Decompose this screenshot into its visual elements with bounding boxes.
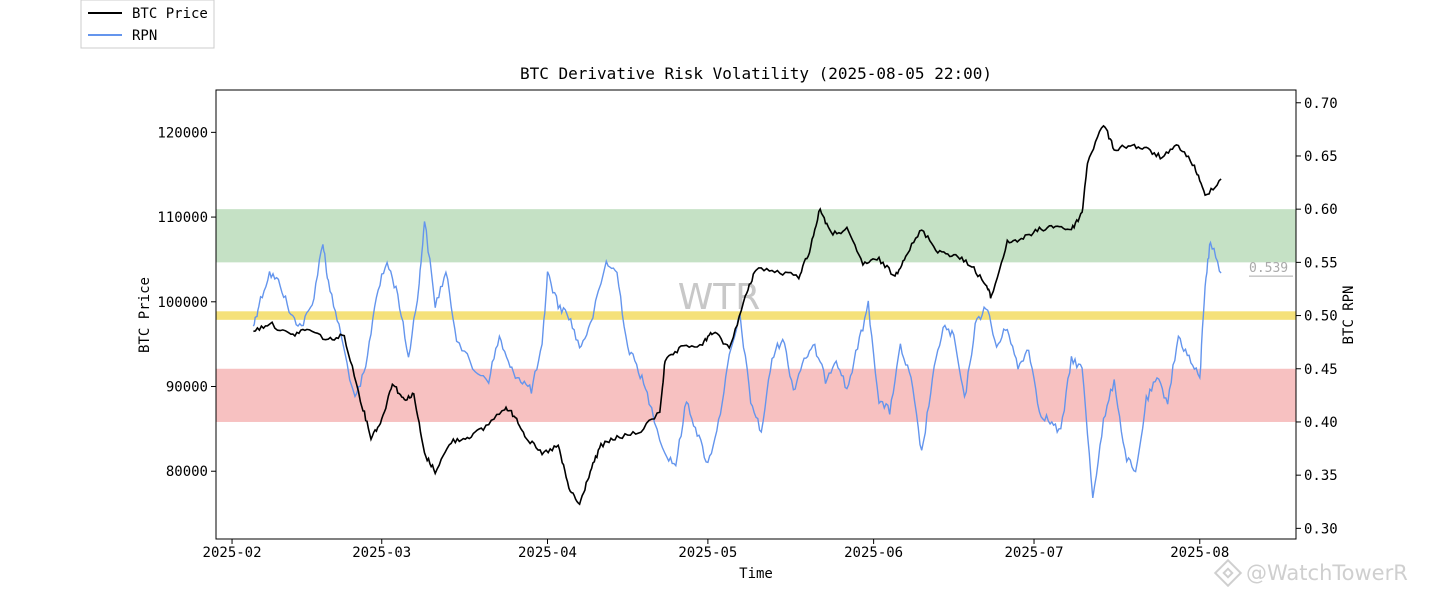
watermark-text: WTR [678,277,761,318]
y-right-tick-label: 0.55 [1304,255,1338,271]
y-left-axis-label: BTC Price [137,277,153,353]
x-tick-label: 2025-03 [352,545,411,561]
x-axis-label: Time [739,566,773,582]
legend-box [80,0,215,49]
y-right-axis-label: BTC RPN [1341,285,1357,344]
y-left-tick-label: 120000 [157,125,208,141]
band-1 [216,311,1296,320]
y-right-tick-label: 0.35 [1304,468,1338,484]
x-tick-label: 2025-06 [844,545,903,561]
y-left-tick-label: 100000 [157,295,208,311]
y-right-axis-ticks: 0.30 0.35 0.40 0.45 0.50 0.55 0.60 0.65 0.70 [1296,96,1338,537]
series-line-btc-price [253,124,1222,506]
x-tick-label: 2025-02 [203,545,262,561]
y-right-tick-label: 0.50 [1304,309,1338,325]
y-right-tick-label: 0.60 [1304,202,1338,218]
series-layer [252,124,1222,506]
y-right-tick-label: 0.45 [1304,362,1338,378]
x-tick-label: 2025-07 [1005,545,1064,561]
y-left-tick-label: 90000 [166,380,208,396]
last-value-label: 0.539 [1249,261,1288,276]
legend-label-rpn: RPN [132,28,157,44]
y-right-tick-label: 0.65 [1304,149,1338,165]
legend: BTC Price RPN [80,0,215,49]
y-left-tick-label: 80000 [166,464,208,480]
legend-label-btc-price: BTC Price [132,6,208,22]
y-left-tick-label: 110000 [157,210,208,226]
series-line-rpn [252,221,1222,499]
x-tick-label: 2025-08 [1170,545,1229,561]
svg-text:@WatchTowerR: @WatchTowerR [1246,561,1408,585]
watermark-logo-icon [1213,558,1243,588]
y-right-tick-label: 0.30 [1304,521,1338,537]
y-right-tick-label: 0.70 [1304,96,1338,112]
x-axis-ticks: 2025-02 2025-03 2025-04 2025-05 2025-06 2025-… [203,539,1229,561]
y-left-axis-ticks: 80000 90000 100000 110000 120000 [157,125,216,480]
x-tick-label: 2025-04 [518,545,577,561]
band-2 [216,368,1296,422]
chart-title: BTC Derivative Risk Volatility (2025-08-… [520,64,992,83]
corner-watermark: @WatchTowerR [1213,558,1408,588]
band-0 [216,209,1296,263]
x-tick-label: 2025-05 [678,545,737,561]
y-right-tick-label: 0.40 [1304,415,1338,431]
plot-frame [215,89,1297,540]
